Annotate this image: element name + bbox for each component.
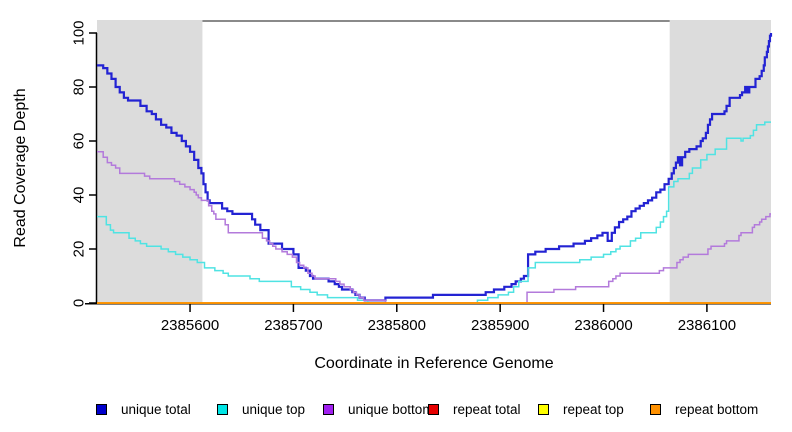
legend-swatch xyxy=(428,403,439,415)
shaded-region-left xyxy=(97,20,203,303)
legend-item-unique-bottom: unique bottom xyxy=(323,401,434,417)
data-series xyxy=(97,33,773,304)
x-axis-title: Coordinate in Reference Genome xyxy=(314,355,553,372)
legend-label: unique top xyxy=(242,401,306,417)
y-tick-label: 0 xyxy=(70,299,87,307)
y-tick-label: 20 xyxy=(70,241,87,258)
legend-item-repeat-total: repeat total xyxy=(428,401,521,417)
legend-item-unique-total: unique total xyxy=(96,401,191,417)
legend-item-unique-top: unique top xyxy=(217,401,306,417)
y-tick-label: 40 xyxy=(70,187,87,204)
legend-swatch xyxy=(217,403,228,415)
legend-label: repeat total xyxy=(453,401,521,417)
legend-label: repeat bottom xyxy=(675,401,759,417)
x-tick-label: 2385700 xyxy=(264,317,322,334)
shaded-region-right xyxy=(669,20,771,303)
x-tick-label: 2386100 xyxy=(678,317,736,334)
legend-swatch xyxy=(650,403,661,415)
legend-swatch xyxy=(323,403,334,415)
series-unique-total xyxy=(97,33,773,302)
series-unique-top xyxy=(97,121,771,304)
x-tick-label: 2386000 xyxy=(574,317,632,334)
y-axis-title: Read Coverage Depth xyxy=(12,88,29,247)
legend-label: repeat top xyxy=(563,401,624,417)
series-unique-bottom xyxy=(97,151,771,304)
axis-labels: Coordinate in Reference Genome Read Cove… xyxy=(12,88,554,372)
legend-item-repeat-top: repeat top xyxy=(538,401,624,417)
axes: 0 20 40 60 80 100 2385600 2385700 2385800 2385900… xyxy=(70,20,771,334)
plot-svg: 0 20 40 60 80 100 2385600 2385700 2385800 2385900… xyxy=(12,20,773,372)
x-tick-label: 2385600 xyxy=(161,317,219,334)
x-tick-label: 2385800 xyxy=(368,317,426,334)
legend: unique total unique top unique bottom repea… xyxy=(0,392,792,432)
legend-item-repeat-bottom: repeat bottom xyxy=(650,401,759,417)
x-tick-label: 2385900 xyxy=(471,317,529,334)
legend-label: unique total xyxy=(121,401,191,417)
legend-swatch xyxy=(96,403,107,415)
legend-swatch xyxy=(538,403,549,415)
legend-label: unique bottom xyxy=(348,401,434,417)
y-tick-label: 80 xyxy=(70,79,87,96)
shaded-regions xyxy=(97,20,771,303)
y-tick-label: 60 xyxy=(70,133,87,150)
y-tick-label: 100 xyxy=(70,20,87,45)
